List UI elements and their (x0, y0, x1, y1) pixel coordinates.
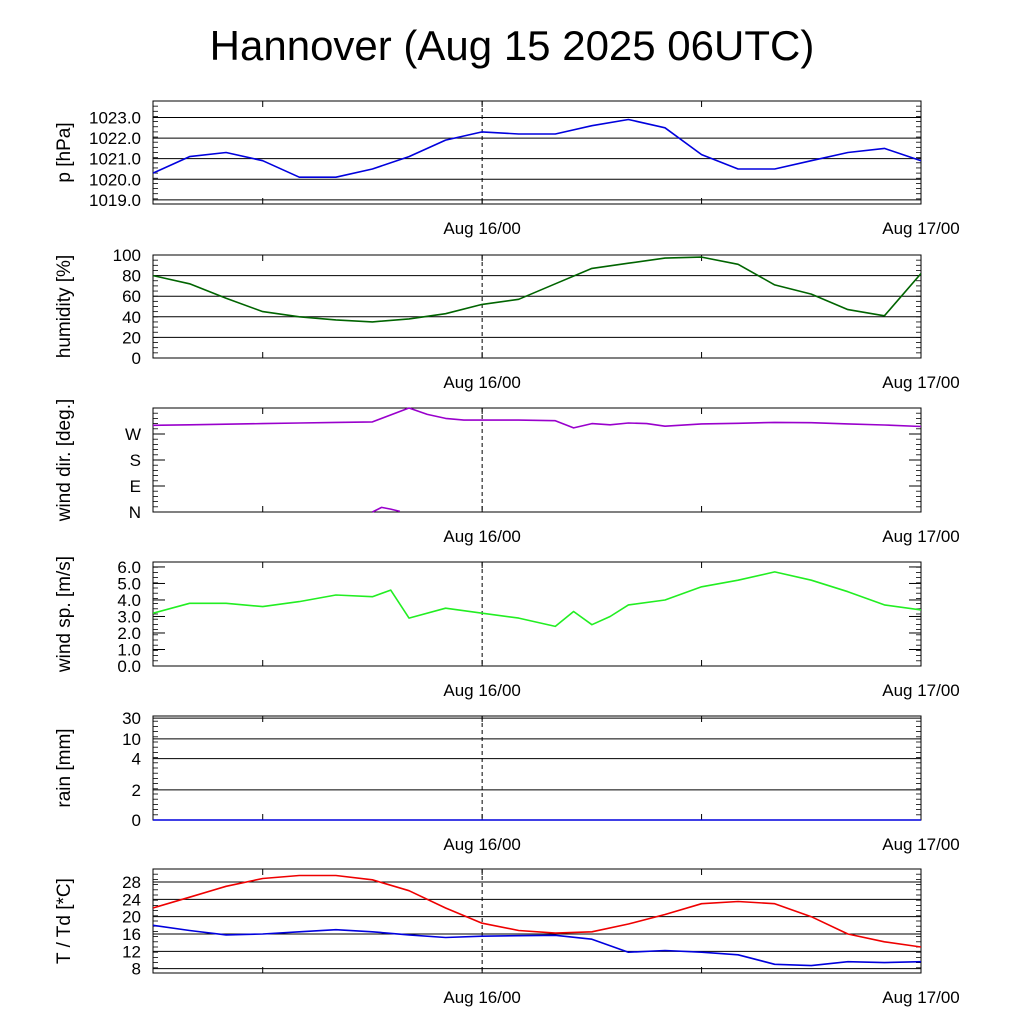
x-tick-label: Aug 17/00 (882, 219, 960, 238)
y-tick-label: 24 (122, 890, 141, 909)
y-axis-label: wind dir. [deg.] (54, 399, 75, 523)
x-tick-label: Aug 17/00 (882, 835, 960, 854)
y-axis-label: p [hPa] (54, 122, 75, 182)
y-tick-label: 1020.0 (89, 170, 141, 189)
series-line-1 (153, 571, 921, 628)
x-tick-label: Aug 17/00 (882, 988, 960, 1007)
y-axis-label: rain [mm] (54, 728, 75, 807)
x-tick-label: Aug 16/00 (443, 219, 521, 238)
series-line-2 (372, 506, 401, 513)
y-tick-label: 2.0 (117, 624, 141, 643)
plot-frame (152, 100, 922, 205)
series-line-1 (153, 874, 921, 948)
plot-frame (152, 868, 922, 974)
x-tick-label: Aug 16/00 (443, 373, 521, 392)
y-tick-label: 0.0 (117, 657, 141, 676)
x-tick-label: Aug 17/00 (882, 681, 960, 700)
y-tick-label: 100 (113, 246, 141, 265)
x-tick-label: Aug 16/00 (443, 681, 521, 700)
panel-5: 0 2 410 30 Aug 16/00 Aug 17/00 rain [mm] (54, 709, 960, 854)
y-tick-label: 0 (132, 349, 141, 368)
y-tick-label: 4.0 (117, 591, 141, 610)
y-tick-label: 40 (122, 308, 141, 327)
y-axis-label: humidity [%] (54, 255, 75, 358)
y-tick-label: 6.0 (117, 558, 141, 577)
y-tick-label: 1019.0 (89, 191, 141, 210)
y-tick-label: S (130, 451, 141, 470)
series-line-1 (153, 118, 921, 178)
y-tick-label: 1021.0 (89, 150, 141, 169)
y-tick-label: 8 (132, 960, 141, 979)
y-axis-label: wind sp. [m/s] (54, 556, 75, 673)
y-tick-label: 1023.0 (89, 108, 141, 127)
plot-frame (152, 561, 922, 667)
y-tick-label: 0 (132, 811, 141, 830)
plot-frame (152, 715, 922, 821)
y-tick-label: 20 (122, 328, 141, 347)
y-tick-label: 10 (122, 730, 141, 749)
y-axis-label: T / Td [*C] (54, 878, 75, 964)
y-tick-label: 16 (122, 925, 141, 944)
y-tick-label: W (125, 425, 141, 444)
x-tick-label: Aug 16/00 (443, 527, 521, 546)
chart-title: Hannover (Aug 15 2025 06UTC) (209, 22, 815, 69)
y-tick-label: 4 (132, 750, 141, 769)
y-tick-label: 2 (132, 781, 141, 800)
series-line-2 (153, 924, 921, 967)
series-line-1 (153, 407, 921, 429)
y-tick-label: 1022.0 (89, 129, 141, 148)
panel-4: 0.01.02.03.04.05.06.0 Aug 16/00 Aug 17/00 w… (54, 556, 960, 700)
y-tick-label: N (129, 503, 141, 522)
x-tick-label: Aug 16/00 (443, 988, 521, 1007)
y-tick-label: 3.0 (117, 607, 141, 626)
x-tick-label: Aug 17/00 (882, 527, 960, 546)
y-tick-label: 1.0 (117, 640, 141, 659)
y-tick-label: 80 (122, 267, 141, 286)
y-tick-label: 12 (122, 942, 141, 961)
series-line-1 (153, 256, 921, 323)
y-tick-label: 28 (122, 873, 141, 892)
x-tick-label: Aug 16/00 (443, 835, 521, 854)
y-tick-label: E (130, 477, 141, 496)
y-tick-label: 20 (122, 908, 141, 927)
plot-frame (152, 254, 922, 359)
y-tick-label: 30 (122, 709, 141, 728)
y-tick-label: 60 (122, 287, 141, 306)
x-tick-label: Aug 17/00 (882, 373, 960, 392)
y-tick-label: 5.0 (117, 574, 141, 593)
